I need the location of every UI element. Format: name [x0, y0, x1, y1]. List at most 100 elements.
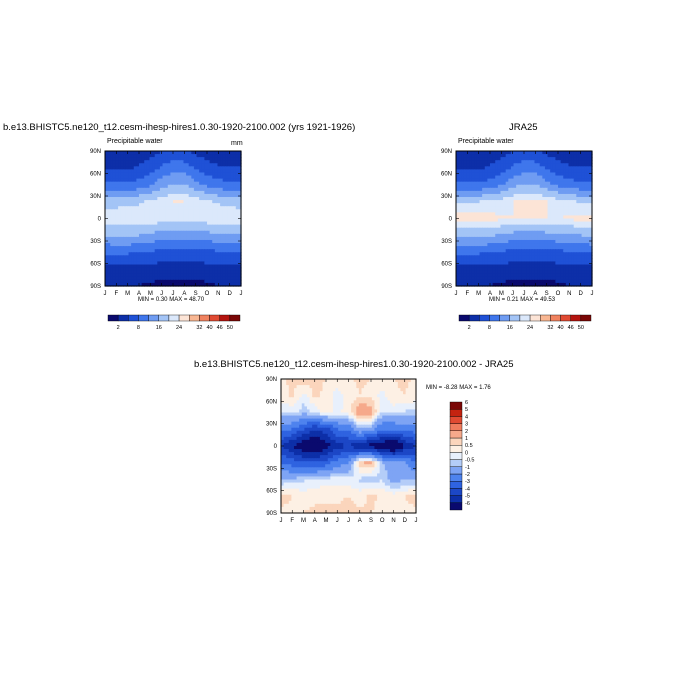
heatmap-cell: [209, 206, 213, 210]
heatmap-cell: [165, 267, 169, 272]
heatmap-cell: [479, 193, 483, 198]
heatmap-cell: [524, 193, 528, 198]
heatmap-cell: [115, 200, 119, 204]
heatmap-cell: [581, 258, 585, 263]
heatmap-cell: [516, 239, 520, 244]
heatmap-cell: [191, 249, 195, 253]
heatmap-cell: [576, 154, 580, 158]
heatmap-cell: [560, 276, 564, 281]
heatmap-cell: [238, 157, 242, 161]
heatmap-cell: [573, 184, 577, 189]
heatmap-cell: [136, 224, 140, 229]
heatmap-cell: [534, 206, 538, 210]
colorbar-swatch: [199, 314, 210, 322]
heatmap-cell: [526, 282, 530, 287]
heatmap-cell: [207, 175, 211, 180]
heatmap-cell: [516, 270, 520, 275]
heatmap-cell: [589, 151, 593, 155]
heatmap-cell: [193, 230, 198, 235]
heatmap-cell: [170, 157, 174, 161]
heatmap-cell: [183, 193, 187, 198]
heatmap-cell: [586, 255, 590, 259]
heatmap-cell: [584, 166, 588, 171]
heatmap-cell: [495, 163, 499, 167]
heatmap-cell: [220, 160, 224, 164]
heatmap-cell: [110, 252, 114, 256]
heatmap-cell: [524, 255, 528, 259]
heatmap-cell: [105, 160, 109, 164]
heatmap-cell: [235, 193, 239, 198]
heatmap-cell: [466, 255, 470, 259]
heatmap-cell: [513, 230, 517, 235]
heatmap-cell: [235, 184, 239, 189]
heatmap-cell: [212, 233, 216, 238]
heatmap-cell: [482, 181, 486, 186]
heatmap-cell: [581, 184, 585, 189]
heatmap-cell: [186, 181, 190, 186]
heatmap-cell: [136, 243, 140, 247]
heatmap-cell: [490, 184, 494, 189]
heatmap-cell: [338, 379, 342, 383]
heatmap-cell: [576, 276, 580, 281]
heatmap-cell: [469, 215, 473, 220]
heatmap-cell: [581, 218, 585, 223]
heatmap-cell: [573, 190, 577, 195]
heatmap-cell: [505, 282, 509, 287]
heatmap-cell: [479, 224, 483, 229]
heatmap-cell: [167, 154, 171, 158]
heatmap-cell: [479, 267, 483, 272]
heatmap-cell: [505, 246, 509, 250]
heatmap-cell: [510, 200, 515, 204]
heatmap-cell: [510, 212, 515, 217]
heatmap-cell: [149, 267, 153, 272]
heatmap-cell: [110, 218, 114, 223]
heatmap-cell: [230, 187, 234, 192]
heatmap-cell: [351, 391, 355, 395]
x-tick-label: J: [523, 291, 526, 297]
heatmap-cell: [487, 227, 491, 232]
heatmap-cell: [118, 190, 122, 195]
heatmap-cell: [225, 273, 229, 278]
heatmap-cell: [558, 255, 562, 259]
heatmap-cell: [508, 233, 512, 238]
heatmap-cell: [492, 258, 496, 263]
heatmap-cell: [463, 261, 468, 266]
heatmap-cell: [222, 264, 226, 269]
heatmap-cell: [476, 163, 481, 167]
heatmap-cell: [170, 172, 174, 177]
heatmap-cell: [120, 166, 124, 171]
heatmap-cell: [571, 206, 575, 210]
heatmap-cell: [413, 388, 417, 392]
heatmap-cell: [474, 233, 478, 238]
heatmap-cell: [516, 206, 520, 210]
heatmap-cell: [112, 200, 117, 204]
heatmap-cell: [513, 276, 517, 281]
heatmap-cell: [403, 388, 407, 392]
heatmap-cell: [304, 388, 308, 392]
heatmap-cell: [471, 215, 475, 220]
heatmap-cell: [217, 236, 221, 241]
heatmap-cell: [550, 200, 554, 204]
heatmap-cell: [180, 252, 185, 256]
heatmap-cell: [471, 252, 475, 256]
heatmap-cell: [322, 379, 326, 383]
heatmap-cell: [571, 227, 575, 232]
heatmap-cell: [492, 267, 496, 272]
heatmap-cell: [162, 279, 166, 284]
heatmap-cell: [474, 190, 478, 195]
heatmap-cell: [382, 379, 386, 383]
heatmap-cell: [495, 282, 499, 287]
heatmap-cell: [586, 261, 590, 266]
heatmap-cell: [508, 239, 512, 244]
heatmap-cell: [518, 193, 522, 198]
panel1-min-label: MIN =: [138, 297, 155, 303]
heatmap-cell: [207, 221, 211, 226]
heatmap-cell: [217, 197, 221, 201]
colorbar-swatch: [489, 314, 500, 322]
heatmap-cell: [576, 246, 580, 250]
heatmap-cell: [209, 203, 213, 207]
heatmap-cell: [201, 157, 205, 161]
heatmap-cell: [539, 243, 543, 247]
heatmap-cell: [558, 276, 562, 281]
heatmap-cell: [235, 187, 239, 192]
